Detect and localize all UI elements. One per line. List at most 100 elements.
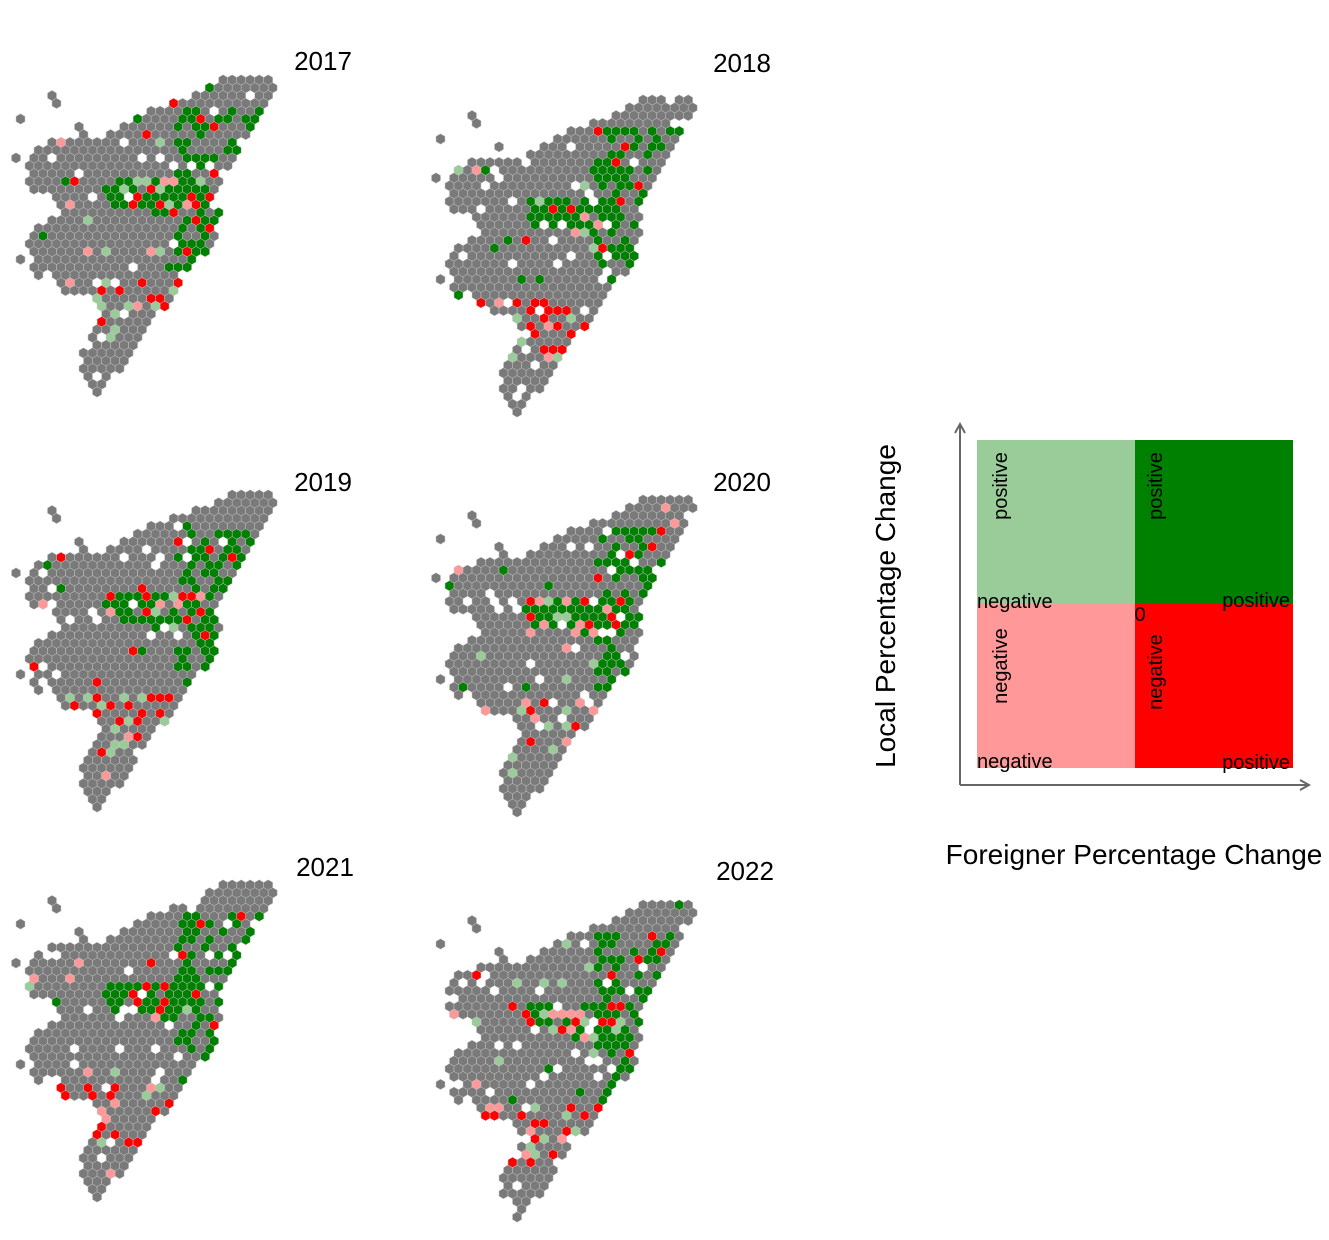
hexbin-cell — [240, 934, 251, 946]
hexbin-cell — [29, 988, 39, 1000]
hexbin-cell — [674, 110, 684, 122]
hexbin-cell — [498, 1110, 509, 1122]
legend-bottom-right-vertical: negative — [1145, 634, 1167, 710]
hexbin-map — [11, 74, 278, 398]
hexbin-cell — [51, 97, 62, 109]
legend-y-axis-label: Local Percentage Change — [870, 444, 901, 768]
hexbin-cell — [444, 985, 455, 997]
map-panel-2017: 2017 — [11, 46, 352, 398]
hexbin-cell — [449, 603, 459, 615]
legend-x-axis-label: Foreigner Percentage Change — [946, 839, 1323, 870]
hexbin-cell — [435, 938, 446, 950]
legend-cell-bottom-right — [1135, 604, 1293, 768]
hexbin-cell — [11, 957, 21, 969]
hexbin-cell — [78, 1090, 89, 1102]
hexbin-cell — [687, 502, 698, 514]
hexbin-cell — [182, 261, 192, 273]
panel-year-label: 2019 — [294, 467, 352, 497]
hexbin-cell — [69, 1090, 80, 1102]
legend-bottom-right-horizontal: positive — [1222, 752, 1290, 774]
map-panel-2021: 2021 — [11, 852, 354, 1203]
hexbin-cell — [534, 383, 545, 395]
legend-origin-label: 0 — [1134, 604, 1145, 626]
hexbin-cell — [512, 406, 522, 418]
hexbin-cell — [137, 739, 147, 751]
hexbin-cell — [620, 1071, 630, 1083]
hexbin-cell — [15, 668, 26, 680]
hexbin-cell — [557, 1149, 567, 1161]
hexbin-map — [431, 94, 698, 418]
hexbin-cell — [38, 988, 48, 1000]
legend-top-left-horizontal: negative — [977, 591, 1053, 613]
hexbin-cell — [240, 129, 251, 141]
hexbin-cell — [51, 902, 62, 914]
hexbin-cell — [60, 1090, 71, 1102]
hexbin-cell — [435, 533, 446, 545]
hexbin-cell — [114, 778, 125, 790]
hexbin-cell — [38, 598, 48, 610]
hexbin-cell — [15, 1058, 26, 1070]
hexbin-cell — [512, 1211, 522, 1223]
hexbin-cell — [494, 141, 504, 153]
hexbin-cell — [683, 110, 693, 122]
legend-cell-top-left — [977, 440, 1135, 604]
hexbin-map — [11, 489, 278, 813]
hexbin-cell — [471, 117, 482, 129]
map-panel-2020: 2020 — [431, 467, 771, 818]
hexbin-cell — [458, 603, 468, 615]
legend-top-left-vertical: positive — [990, 452, 1012, 520]
hexbin-cell — [159, 300, 170, 312]
hexbin-map — [431, 494, 698, 818]
legend-cell-bottom-left — [977, 604, 1135, 768]
hexbin-cell — [51, 512, 62, 524]
hexbin-cell — [200, 246, 210, 258]
hexbin-cell — [159, 1105, 170, 1117]
hexbin-cell — [453, 689, 464, 701]
hexbin-cell — [449, 203, 459, 215]
hexbin-cell — [11, 567, 21, 579]
map-panel-2019: 2019 — [11, 467, 352, 813]
hexbin-cell — [33, 1074, 44, 1086]
hexbin-cell — [29, 183, 39, 195]
hexbin-cell — [92, 801, 102, 813]
hexbin-cell — [60, 285, 71, 297]
hexbin-cell — [435, 133, 446, 145]
hexbin-cell — [435, 673, 446, 685]
hexbin-cell — [471, 922, 482, 934]
hexbin-cell — [431, 572, 441, 584]
hexbin-cell — [78, 285, 89, 297]
hexbin-cell — [620, 266, 630, 278]
panel-year-label: 2020 — [713, 467, 771, 497]
hexbin-cell — [516, 1125, 527, 1137]
hexbin-cell — [15, 253, 26, 265]
hexbin-cell — [471, 517, 482, 529]
legend-bottom-left-vertical: negative — [990, 628, 1012, 704]
hexbin-cell — [222, 160, 233, 172]
hexbin-cell — [200, 661, 210, 673]
hexbin-cell — [435, 273, 446, 285]
hexbin-cell — [476, 297, 486, 309]
hexbin-cell — [498, 1188, 509, 1200]
hexbin-cell — [498, 705, 509, 717]
legend-bottom-left-horizontal: negative — [977, 751, 1053, 773]
hexbin-cell — [33, 684, 44, 696]
panel-year-label: 2021 — [296, 852, 354, 882]
hexbin-cell — [69, 285, 80, 297]
hexbin-cell — [60, 700, 71, 712]
hexbin-cell — [453, 1094, 464, 1106]
hexbin-cell — [38, 183, 48, 195]
hexbin-cell — [480, 705, 491, 717]
hexbin-cell — [114, 363, 125, 375]
hexbin-cell — [579, 320, 590, 332]
hexbin-cell — [78, 700, 89, 712]
hexbin-cell — [489, 305, 500, 317]
hexbin-cell — [47, 1066, 57, 1078]
hexbin-cell — [33, 269, 44, 281]
panel-year-label: 2018 — [713, 48, 771, 78]
hexbin-cell — [92, 386, 102, 398]
hexbin-cell — [47, 941, 57, 953]
hexbin-cell — [15, 113, 26, 125]
legend-cell-top-right — [1135, 440, 1293, 604]
legend-top-right-horizontal: positive — [1222, 590, 1290, 612]
